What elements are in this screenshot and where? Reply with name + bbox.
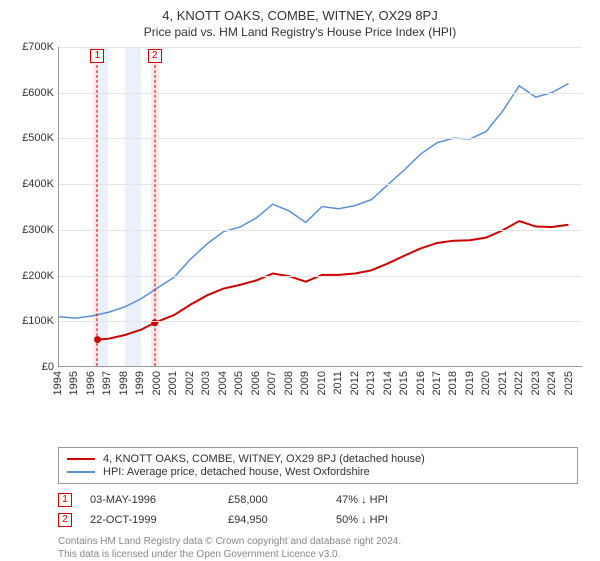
x-axis-label: 1997 [101,371,113,395]
x-axis-label: 2006 [250,371,262,395]
sale-marker: 2 [148,49,162,63]
legend-item: HPI: Average price, detached house, West… [67,466,569,478]
legend-label: HPI: Average price, detached house, West… [103,466,370,478]
x-axis-label: 1994 [52,371,64,395]
sale-badge: 1 [58,493,72,507]
attribution-line: This data is licensed under the Open Gov… [58,549,578,561]
chart-area: 12 £0£100K£200K£300K£400K£500K£600K£700K… [10,47,590,407]
x-axis-label: 2020 [480,371,492,395]
x-axis-label: 2001 [167,371,179,395]
legend-label: 4, KNOTT OAKS, COMBE, WITNEY, OX29 8PJ (… [103,453,425,465]
y-axis-label: £600K [10,87,54,99]
x-axis-label: 2010 [316,371,328,395]
x-axis-label: 2016 [415,371,427,395]
sale-date: 03-MAY-1996 [90,494,210,506]
x-axis-label: 2013 [365,371,377,395]
x-axis-label: 1998 [118,371,130,395]
attribution: Contains HM Land Registry data © Crown c… [58,536,578,561]
chart-subtitle: Price paid vs. HM Land Registry's House … [10,25,590,39]
legend-item: 4, KNOTT OAKS, COMBE, WITNEY, OX29 8PJ (… [67,453,569,465]
y-axis-label: £0 [10,361,54,373]
sale-price: £58,000 [228,494,318,506]
sale-date: 22-OCT-1999 [90,514,210,526]
x-axis-label: 2009 [299,371,311,395]
attribution-line: Contains HM Land Registry data © Crown c… [58,536,578,549]
legend: 4, KNOTT OAKS, COMBE, WITNEY, OX29 8PJ (… [58,447,578,484]
sale-guideline [154,65,155,366]
x-axis-label: 2008 [283,371,295,395]
sale-marker: 1 [90,49,104,63]
gridline [59,184,582,185]
x-axis-label: 2022 [513,371,525,395]
sales-table: 1 03-MAY-1996 £58,000 47% ↓ HPI 2 22-OCT-1999… [58,490,578,530]
sale-badge: 2 [58,513,72,527]
legend-swatch [67,471,95,473]
sale-price: £94,950 [228,514,318,526]
series-line-hpi [59,83,568,318]
x-axis-label: 2011 [332,371,344,395]
gridline [59,93,582,94]
chart-title: 4, KNOTT OAKS, COMBE, WITNEY, OX29 8PJ [10,8,590,23]
x-axis-label: 2004 [217,371,229,395]
x-axis-label: 2023 [530,371,542,395]
x-axis-label: 1996 [85,371,97,395]
y-axis-label: £500K [10,132,54,144]
x-axis-label: 2007 [266,371,278,395]
gridline [59,230,582,231]
x-axis-label: 2005 [233,371,245,395]
legend-swatch [67,458,95,460]
x-axis-label: 2019 [464,371,476,395]
y-axis-label: £400K [10,178,54,190]
x-axis-label: 2000 [151,371,163,395]
x-axis-label: 2025 [563,371,575,395]
x-axis-label: 2021 [497,371,509,395]
line-layer [59,47,582,366]
y-axis-label: £300K [10,224,54,236]
gridline [59,276,582,277]
x-axis-label: 2012 [349,371,361,395]
sales-row: 1 03-MAY-1996 £58,000 47% ↓ HPI [58,490,578,510]
x-axis-label: 2014 [382,371,394,395]
sale-hpi-delta: 50% ↓ HPI [336,514,426,526]
x-axis-label: 2018 [447,371,459,395]
x-axis-label: 1999 [134,371,146,395]
sale-hpi-delta: 47% ↓ HPI [336,494,426,506]
sales-row: 2 22-OCT-1999 £94,950 50% ↓ HPI [58,510,578,530]
y-axis-label: £200K [10,270,54,282]
chart-container: 4, KNOTT OAKS, COMBE, WITNEY, OX29 8PJ P… [0,0,600,561]
gridline [59,47,582,48]
x-axis-label: 1995 [68,371,80,395]
x-axis-label: 2024 [546,371,558,395]
x-axis-label: 2017 [431,371,443,395]
x-axis-label: 2002 [184,371,196,395]
y-axis-label: £100K [10,315,54,327]
x-axis-label: 2003 [200,371,212,395]
gridline [59,138,582,139]
sale-guideline [97,65,98,366]
gridline [59,321,582,322]
x-axis-label: 2015 [398,371,410,395]
y-axis-label: £700K [10,41,54,53]
plot-area: 12 [58,47,582,367]
